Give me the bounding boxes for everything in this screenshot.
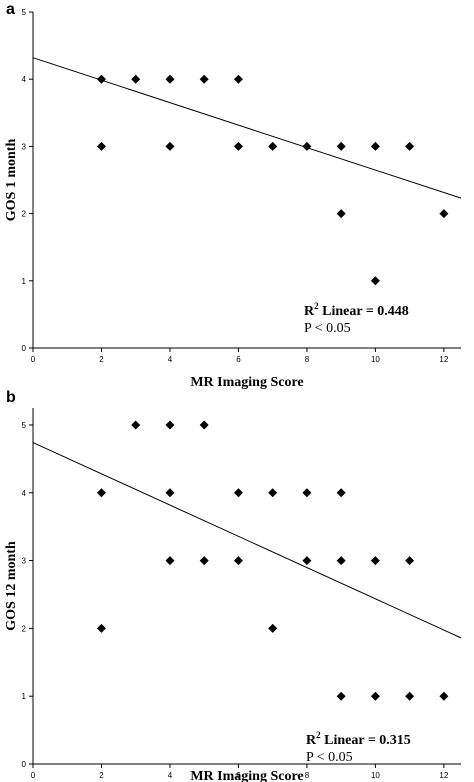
y-tick-label: 0	[22, 344, 27, 353]
y-tick-label: 5	[22, 421, 27, 430]
data-point	[268, 141, 278, 151]
x-tick-label: 6	[236, 355, 241, 364]
r-squared-annotation: R2 Linear = 0.448	[304, 301, 409, 319]
data-point	[439, 209, 449, 219]
regression-line	[32, 442, 462, 639]
y-tick-label: 4	[22, 75, 27, 84]
data-point	[370, 141, 380, 151]
x-tick-label: 4	[168, 771, 173, 780]
data-point	[96, 623, 106, 633]
x-tick-label: 8	[305, 771, 310, 780]
r-squared-annotation: R2 Linear = 0.315	[306, 730, 411, 748]
y-tick-label: 4	[22, 489, 27, 498]
data-point	[233, 556, 243, 566]
y-tick-label: 3	[22, 142, 27, 151]
panel-label: a	[6, 1, 15, 18]
x-tick-label: 0	[31, 771, 36, 780]
data-point	[268, 488, 278, 498]
x-axis-label: MR Imaging Score	[190, 375, 303, 390]
y-tick-label: 1	[22, 692, 27, 701]
y-tick-label: 0	[22, 760, 27, 769]
data-point	[336, 209, 346, 219]
y-tick-label: 3	[22, 557, 27, 566]
data-point	[233, 488, 243, 498]
p-value-annotation: P < 0.05	[304, 321, 351, 336]
data-point	[199, 74, 209, 84]
data-point	[370, 276, 380, 286]
data-point	[165, 74, 175, 84]
data-point	[405, 691, 415, 701]
data-point	[336, 556, 346, 566]
p-value-annotation: P < 0.05	[306, 750, 353, 765]
x-tick-label: 2	[99, 355, 104, 364]
data-point	[302, 556, 312, 566]
data-point	[405, 556, 415, 566]
data-point	[336, 141, 346, 151]
data-point	[165, 556, 175, 566]
x-axis-label: MR Imaging Score	[190, 769, 303, 782]
y-axis-label: GOS 12 month	[4, 541, 19, 631]
x-tick-label: 8	[305, 355, 310, 364]
x-tick-label: 6	[236, 771, 241, 780]
panel-label: b	[6, 389, 16, 406]
x-tick-label: 0	[31, 355, 36, 364]
data-point	[233, 141, 243, 151]
data-point	[302, 488, 312, 498]
data-point	[268, 623, 278, 633]
data-point	[370, 556, 380, 566]
data-point	[131, 420, 141, 430]
data-point	[165, 420, 175, 430]
regression-line	[32, 57, 462, 199]
y-tick-label: 2	[22, 624, 27, 633]
data-point	[96, 74, 106, 84]
x-tick-label: 12	[439, 355, 448, 364]
y-axis-label: GOS 1 month	[4, 139, 19, 222]
data-point	[96, 141, 106, 151]
data-point	[302, 141, 312, 151]
data-point	[96, 488, 106, 498]
data-point	[165, 141, 175, 151]
data-point	[199, 420, 209, 430]
y-tick-label: 1	[22, 277, 27, 286]
y-tick-label: 5	[22, 8, 27, 17]
x-tick-label: 2	[99, 771, 104, 780]
data-point	[233, 74, 243, 84]
x-tick-label: 10	[371, 771, 380, 780]
x-tick-label: 4	[168, 355, 173, 364]
data-point	[370, 691, 380, 701]
data-point	[199, 556, 209, 566]
x-tick-label: 10	[371, 355, 380, 364]
data-point	[131, 74, 141, 84]
data-point	[439, 691, 449, 701]
data-point	[336, 488, 346, 498]
data-point	[336, 691, 346, 701]
data-point	[165, 488, 175, 498]
y-tick-label: 2	[22, 210, 27, 219]
x-tick-label: 12	[439, 771, 448, 780]
data-point	[405, 141, 415, 151]
